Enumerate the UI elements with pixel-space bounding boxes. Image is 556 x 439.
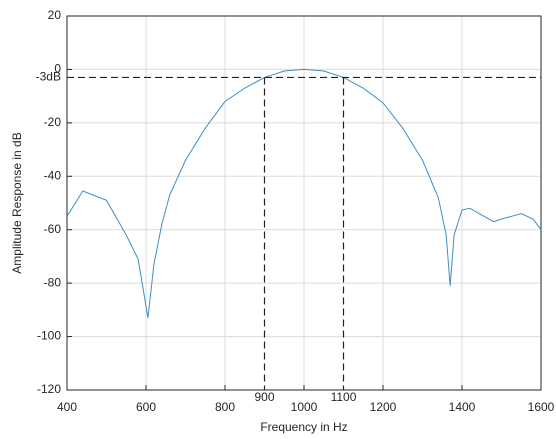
y-tick-label: -40 bbox=[44, 168, 62, 182]
y-tick-label: 0 bbox=[54, 62, 61, 76]
y-tick-label: -120 bbox=[37, 382, 61, 396]
reference-label: 1100 bbox=[331, 390, 357, 404]
x-tick-label: 800 bbox=[215, 400, 235, 414]
y-tick-label: -80 bbox=[44, 275, 62, 289]
x-tick-label: 1400 bbox=[449, 400, 476, 414]
y-axis-label: Amplitude Response in dB bbox=[10, 132, 24, 273]
x-tick-label: 400 bbox=[57, 400, 77, 414]
reference-label: -3dB bbox=[36, 70, 61, 84]
response-line bbox=[66, 68, 542, 318]
x-tick-label: 600 bbox=[136, 400, 156, 414]
y-tick-label: -100 bbox=[37, 329, 61, 343]
axes-box bbox=[66, 15, 542, 391]
y-tick-label: -20 bbox=[44, 115, 62, 129]
x-tick-label: 1200 bbox=[370, 400, 397, 414]
y-tick-label: 20 bbox=[48, 8, 62, 22]
y-tick-label: -60 bbox=[44, 222, 62, 236]
x-axis-label: Frequency in Hz bbox=[260, 420, 347, 434]
x-tick-label: 1600 bbox=[528, 400, 555, 414]
x-tick-label: 1000 bbox=[291, 400, 318, 414]
reference-label: 900 bbox=[254, 390, 274, 404]
